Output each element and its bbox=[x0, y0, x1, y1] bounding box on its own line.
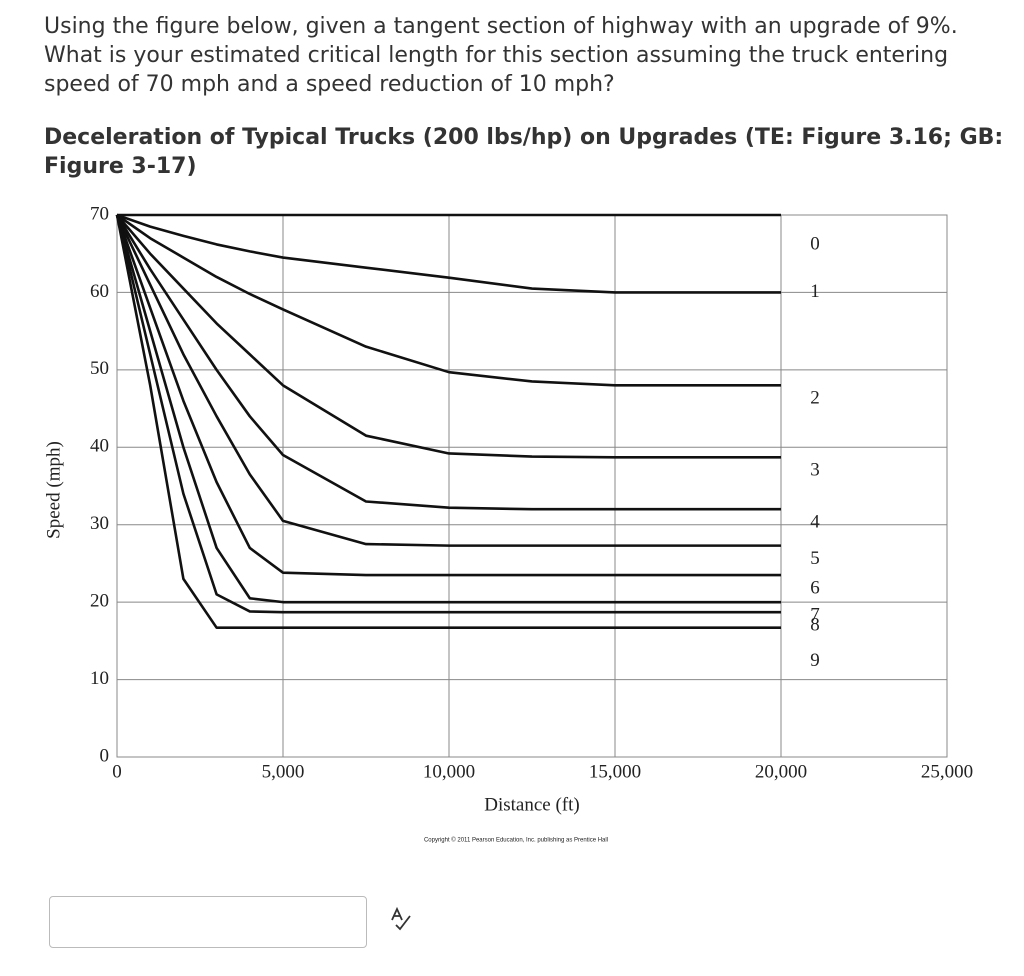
legend-label: 6 bbox=[810, 577, 820, 598]
legend-label: 1 bbox=[810, 281, 820, 302]
copyright: Copyright © 2011 Pearson Education, Inc.… bbox=[424, 837, 608, 844]
plot-area bbox=[116, 214, 948, 758]
legend-label: 9 bbox=[810, 650, 820, 671]
y-tick-label: 10 bbox=[90, 668, 109, 689]
chart: Speed (mph) Distance (ft) Copyright © 20… bbox=[43, 203, 973, 844]
x-tick-label: 25,000 bbox=[921, 761, 973, 782]
x-tick-label: 5,000 bbox=[262, 761, 305, 782]
y-tick-label: 70 bbox=[90, 203, 109, 224]
answer-input[interactable] bbox=[49, 896, 367, 948]
x-tick-label: 0 bbox=[112, 761, 122, 782]
speed-curve bbox=[115, 214, 781, 614]
legend-label: 7 bbox=[810, 605, 820, 626]
legend-label: 0 bbox=[810, 233, 820, 254]
legend-label: 8 bbox=[810, 615, 820, 636]
y-tick-label: 50 bbox=[90, 358, 109, 379]
figure-title: Deceleration of Typical Trucks (200 lbs/… bbox=[44, 123, 1003, 181]
question: Using the figure below, given a tangent … bbox=[44, 12, 958, 99]
legend-label: 2 bbox=[810, 388, 820, 409]
legend-label: 4 bbox=[810, 512, 820, 533]
y-tick-label: 40 bbox=[90, 436, 109, 457]
speed-curve bbox=[115, 214, 781, 547]
legend-label: 3 bbox=[810, 460, 820, 481]
question-line: Using the figure below, given a tangent … bbox=[44, 14, 958, 39]
x-tick-label: 10,000 bbox=[423, 761, 475, 782]
speed-curve bbox=[115, 214, 781, 577]
speed-curve bbox=[115, 214, 781, 604]
x-tick-label: 20,000 bbox=[755, 761, 807, 782]
speed-curve bbox=[115, 214, 781, 511]
question-line: speed of 70 mph and a speed reduction of… bbox=[44, 72, 615, 97]
x-tick-label: 15,000 bbox=[589, 761, 641, 782]
figure-title-line: Deceleration of Typical Trucks (200 lbs/… bbox=[44, 125, 1004, 150]
y-tick-label: 20 bbox=[90, 591, 109, 612]
x-axis-label: Distance (ft) bbox=[484, 794, 579, 815]
question-line: What is your estimated critical length f… bbox=[44, 43, 949, 68]
speed-curve bbox=[116, 213, 781, 387]
speed-curve bbox=[116, 214, 781, 459]
speed-curve bbox=[115, 214, 781, 629]
y-axis-label: Speed (mph) bbox=[43, 441, 64, 539]
y-tick-label: 60 bbox=[90, 281, 109, 302]
legend-label: 5 bbox=[810, 548, 820, 569]
y-tick-label: 0 bbox=[100, 745, 110, 766]
figure-title-line: Figure 3-17) bbox=[44, 154, 197, 179]
y-tick-label: 30 bbox=[90, 513, 109, 534]
spellcheck-icon[interactable] bbox=[388, 906, 414, 932]
speed-curve bbox=[116, 213, 781, 294]
